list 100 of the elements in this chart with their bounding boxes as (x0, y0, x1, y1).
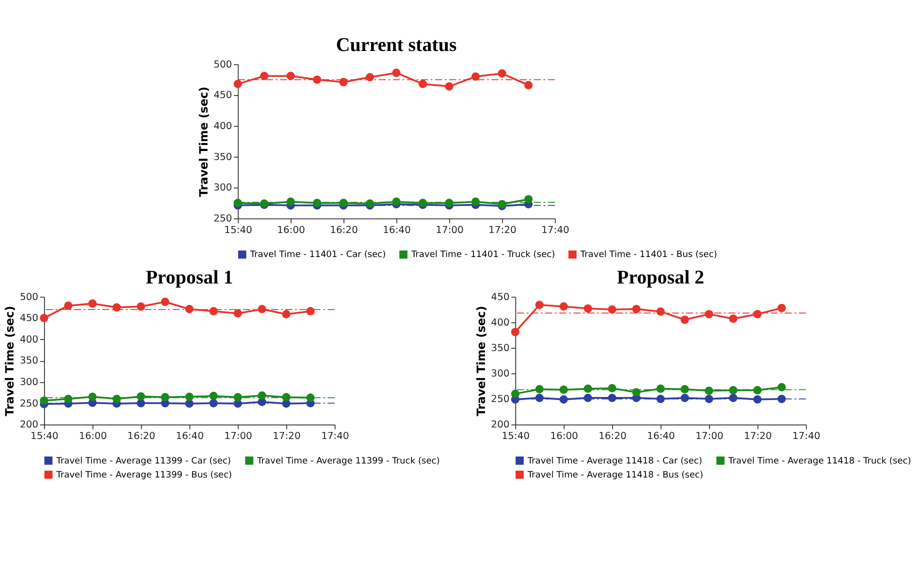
y-tick-label: 500 (214, 59, 232, 70)
point (511, 328, 520, 336)
point (306, 393, 315, 402)
point (535, 385, 544, 394)
x-tick-label: 16:40 (382, 224, 411, 236)
y-tick-label: 450 (20, 313, 38, 324)
x-tick-label: 17:00 (224, 431, 252, 442)
point (258, 304, 266, 314)
point (282, 310, 290, 318)
point (632, 388, 641, 396)
point (704, 310, 714, 318)
y-axis-title: Travel Time (sec) (196, 86, 210, 197)
x-tick-label: 16:00 (277, 224, 306, 236)
y-axis-title: Travel Time (sec) (474, 306, 488, 416)
point (560, 386, 568, 394)
x-tick-label: 15:40 (224, 224, 252, 236)
y-tick-label: 200 (20, 420, 38, 431)
y-tick-label: 250 (491, 394, 510, 406)
x-tick-label: 17:40 (321, 431, 350, 442)
chart-title: Current status (336, 35, 458, 56)
point (729, 314, 738, 323)
x-tick-label: 17:20 (488, 224, 516, 236)
point (112, 303, 121, 312)
point (778, 383, 786, 392)
point (524, 81, 533, 90)
point (234, 80, 242, 88)
point (729, 386, 738, 394)
point (584, 384, 592, 393)
point (608, 394, 616, 402)
point (471, 72, 480, 81)
legend-label: Travel Time - Average 11399 - Truck (sec) (256, 456, 440, 466)
point (729, 394, 738, 402)
point (656, 394, 665, 404)
point (185, 392, 194, 401)
point (498, 69, 506, 78)
point (445, 198, 454, 208)
point (418, 80, 427, 88)
y-tick-label: 350 (491, 342, 510, 354)
point (40, 314, 48, 322)
x-tick-label: 16:00 (78, 431, 107, 442)
point (560, 395, 568, 404)
x-tick-label: 17:40 (541, 224, 570, 236)
point (656, 384, 665, 393)
y-tick-label: 350 (20, 356, 38, 367)
point (445, 82, 454, 91)
y-tick-label: 300 (491, 368, 510, 380)
point (524, 195, 533, 204)
point (778, 394, 786, 404)
point (704, 394, 714, 404)
point (64, 394, 72, 404)
point (209, 392, 218, 400)
y-tick-label: 450 (491, 292, 510, 303)
x-tick-label: 16:20 (127, 431, 156, 442)
point (778, 304, 786, 312)
legend-label: Travel Time - Average 11399 - Car (sec) (55, 456, 231, 466)
point (584, 394, 592, 402)
x-tick-label: 15:40 (502, 431, 530, 442)
point (704, 386, 714, 395)
legend-label: Travel Time - Average 11418 - Car (sec) (526, 456, 702, 466)
x-tick-label: 17:00 (696, 431, 724, 442)
point (608, 305, 616, 314)
legend-label: Travel Time - 11401 - Bus (sec) (579, 250, 718, 260)
point (112, 394, 121, 404)
chart-title: Proposal 2 (616, 268, 704, 289)
legend-label: Travel Time - Average 11418 - Bus (sec) (526, 470, 704, 480)
legend-label: Travel Time - 11401 - Truck (sec) (410, 250, 556, 260)
point (753, 386, 762, 394)
point (258, 391, 266, 400)
point (88, 392, 97, 401)
x-tick-label: 16:00 (550, 431, 578, 442)
point (584, 304, 592, 313)
legend-label: Travel Time - Average 11399 - Bus (sec) (55, 470, 232, 480)
point (753, 395, 762, 404)
point (312, 198, 322, 208)
x-tick-label: 16:20 (598, 431, 627, 442)
point (312, 75, 322, 84)
point (511, 390, 520, 398)
point (471, 198, 480, 206)
point (608, 384, 616, 392)
y-tick-label: 250 (214, 213, 232, 224)
point (535, 394, 544, 402)
point (64, 302, 72, 310)
y-tick-label: 300 (20, 376, 38, 388)
x-tick-label: 17:40 (792, 431, 820, 442)
point (339, 198, 348, 208)
x-tick-label: 15:40 (30, 431, 58, 442)
point (234, 393, 242, 402)
y-tick-label: 250 (20, 398, 38, 410)
point (136, 302, 146, 311)
x-tick-label: 16:40 (647, 431, 675, 442)
point (286, 198, 295, 206)
point (160, 298, 170, 306)
y-tick-label: 400 (491, 317, 510, 328)
y-tick-label: 350 (214, 152, 232, 163)
point (234, 309, 242, 318)
point (234, 198, 242, 208)
point (680, 394, 689, 402)
point (306, 307, 315, 316)
point (282, 393, 290, 402)
point (366, 73, 374, 82)
